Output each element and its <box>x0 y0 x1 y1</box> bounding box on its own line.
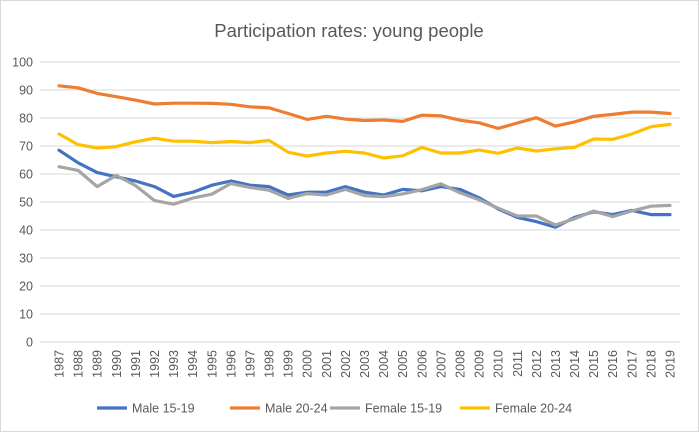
legend-label: Male 15-19 <box>132 402 195 416</box>
x-tick-label: 2005 <box>396 350 410 378</box>
x-tick-label: 2010 <box>492 350 506 378</box>
x-tick-label: 1998 <box>263 350 277 378</box>
y-tick-label: 0 <box>26 336 33 350</box>
x-tick-label: 2012 <box>530 350 544 378</box>
x-tick-label: 1988 <box>72 350 86 378</box>
x-tick-label: 2004 <box>377 350 391 378</box>
x-tick-label: 1992 <box>148 350 162 378</box>
x-tick-label: 1995 <box>205 350 219 378</box>
y-tick-label: 90 <box>19 84 33 98</box>
x-tick-label: 2013 <box>549 350 563 378</box>
chart-title: Participation rates: young people <box>214 20 483 41</box>
x-tick-label: 2003 <box>358 350 372 378</box>
x-tick-label: 2011 <box>511 350 525 377</box>
x-tick-label: 2008 <box>453 350 467 378</box>
x-tick-label: 2014 <box>568 350 582 378</box>
x-tick-label: 2019 <box>664 350 678 378</box>
y-tick-label: 50 <box>19 196 33 210</box>
x-tick-label: 1991 <box>129 350 143 378</box>
x-tick-label: 2007 <box>434 350 448 378</box>
x-tick-label: 1997 <box>243 350 257 378</box>
series-line-female-15-19 <box>57 165 672 227</box>
x-tick-label: 2002 <box>339 350 353 378</box>
x-tick-label: 1993 <box>167 350 181 378</box>
x-tick-label: 2009 <box>473 350 487 378</box>
x-tick-label: 1989 <box>91 350 105 378</box>
y-tick-label: 30 <box>19 252 33 266</box>
y-tick-label: 20 <box>19 280 33 294</box>
x-tick-label: 2000 <box>301 350 315 378</box>
x-tick-label: 2016 <box>606 350 620 378</box>
y-tick-label: 40 <box>19 224 33 238</box>
x-tick-label: 2006 <box>415 350 429 378</box>
x-tick-label: 1994 <box>186 350 200 378</box>
x-tick-label: 1987 <box>53 350 67 378</box>
x-tick-label: 2018 <box>644 350 658 378</box>
x-tick-label: 1999 <box>282 350 296 378</box>
y-tick-label: 70 <box>19 140 33 154</box>
y-tick-label: 60 <box>19 168 33 182</box>
y-tick-label: 100 <box>12 56 33 70</box>
x-tick-label: 2015 <box>587 350 601 378</box>
series-line-male-20-24 <box>57 84 672 130</box>
x-tick-label: 1990 <box>110 350 124 378</box>
x-tick-label: 2001 <box>320 350 334 378</box>
x-tick-label: 1996 <box>224 350 238 378</box>
x-tick-label: 2017 <box>625 350 639 378</box>
legend-label: Female 15-19 <box>365 402 442 416</box>
legend-label: Male 20-24 <box>265 402 328 416</box>
legend-label: Female 20-24 <box>495 402 572 416</box>
y-tick-label: 10 <box>19 308 33 322</box>
y-tick-label: 80 <box>19 112 33 126</box>
